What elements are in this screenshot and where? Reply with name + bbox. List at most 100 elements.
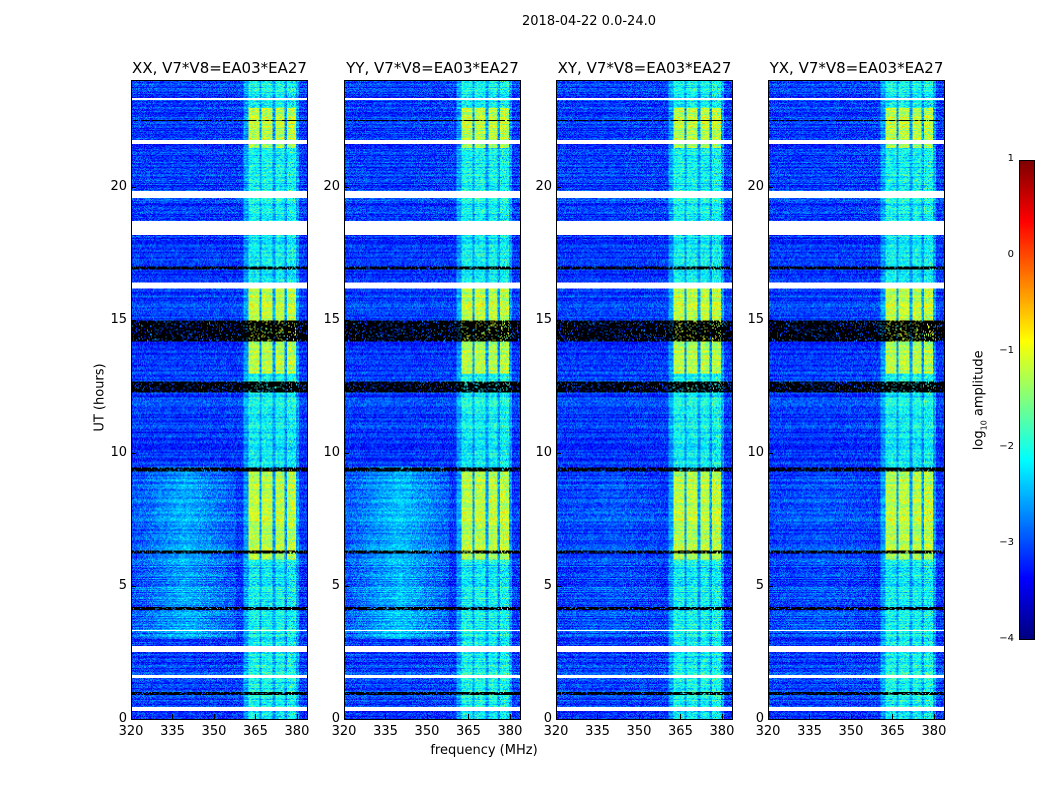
- x-tick-mark: [296, 714, 298, 719]
- y-tick-label: 5: [543, 577, 552, 593]
- y-tick-label: 5: [755, 577, 764, 593]
- y-tick-mark: [131, 585, 136, 587]
- x-tick-label: 380: [497, 724, 523, 739]
- heatmap-panel-1: [344, 80, 521, 720]
- colorbar-tick-label: −3: [999, 537, 1014, 548]
- x-tick-label: 335: [160, 724, 185, 739]
- x-tick-label: 365: [668, 724, 693, 739]
- y-tick-mark: [131, 719, 136, 720]
- x-tick-mark: [213, 714, 215, 719]
- y-tick-mark: [768, 719, 773, 720]
- y-tick-label: 5: [118, 577, 127, 593]
- y-tick-label: 15: [323, 311, 340, 327]
- y-tick-mark: [344, 186, 349, 188]
- y-tick-mark: [344, 319, 349, 321]
- x-tick-label: 380: [921, 724, 947, 739]
- panel-title: YY, V7*V8=EA03*EA27: [346, 59, 519, 77]
- panel-title: XX, V7*V8=EA03*EA27: [132, 59, 307, 77]
- y-tick-mark: [556, 452, 561, 454]
- colorbar-label: log10 amplitude: [971, 350, 989, 451]
- x-tick-mark: [933, 714, 935, 719]
- x-tick-mark: [255, 714, 257, 719]
- y-tick-mark: [768, 319, 773, 321]
- x-tick-mark: [172, 714, 174, 719]
- colorbar-tick-label: 1: [1007, 153, 1014, 164]
- x-tick-label: 365: [243, 724, 268, 739]
- panel-title: YX, V7*V8=EA03*EA27: [769, 59, 944, 77]
- x-tick-mark: [850, 714, 852, 719]
- x-tick-label: 335: [373, 724, 398, 739]
- colorbar-tick-label: 0: [1007, 249, 1014, 260]
- y-tick-mark: [344, 585, 349, 587]
- y-tick-mark: [131, 186, 136, 188]
- heatmap-panel-2: [556, 80, 733, 720]
- x-tick-mark: [426, 714, 428, 719]
- x-tick-mark: [638, 714, 640, 719]
- x-tick-mark: [680, 714, 682, 719]
- x-tick-mark: [768, 714, 769, 719]
- y-tick-mark: [131, 452, 136, 454]
- heatmap-cells: [345, 81, 520, 719]
- heatmap-cells: [132, 81, 307, 719]
- heatmap-cells: [769, 81, 944, 719]
- x-tick-label: 365: [456, 724, 481, 739]
- x-tick-mark: [721, 714, 723, 719]
- x-tick-mark: [468, 714, 470, 719]
- y-tick-mark: [768, 452, 773, 454]
- x-tick-mark: [809, 714, 811, 719]
- x-tick-mark: [131, 714, 132, 719]
- x-tick-label: 335: [797, 724, 822, 739]
- y-tick-label: 0: [755, 711, 764, 726]
- x-tick-mark: [385, 714, 387, 719]
- y-tick-label: 20: [110, 178, 127, 194]
- y-tick-label: 5: [331, 577, 340, 593]
- figure-title: 2018-04-22 0.0-24.0: [522, 14, 656, 29]
- y-tick-label: 0: [118, 711, 127, 726]
- y-tick-label: 15: [110, 311, 127, 327]
- y-tick-label: 20: [323, 178, 340, 194]
- y-tick-mark: [768, 186, 773, 188]
- y-tick-mark: [344, 719, 349, 720]
- x-tick-label: 320: [755, 724, 781, 739]
- y-tick-label: 20: [535, 178, 552, 194]
- y-tick-label: 10: [747, 444, 764, 460]
- colorbar-tick-label: −4: [999, 633, 1014, 644]
- x-tick-mark: [556, 714, 557, 719]
- x-tick-label: 365: [880, 724, 905, 739]
- y-tick-label: 10: [535, 444, 552, 460]
- heatmap-cells: [557, 81, 732, 719]
- heatmap-panel-0: [131, 80, 308, 720]
- y-tick-label: 20: [747, 178, 764, 194]
- y-tick-mark: [556, 319, 561, 321]
- colorbar-tick-label: −2: [999, 441, 1014, 452]
- x-tick-mark: [892, 714, 894, 719]
- x-tick-label: 335: [585, 724, 610, 739]
- x-tick-label: 350: [201, 724, 227, 739]
- y-tick-label: 15: [747, 311, 764, 327]
- x-tick-label: 350: [838, 724, 864, 739]
- y-tick-mark: [344, 452, 349, 454]
- x-tick-mark: [597, 714, 599, 719]
- y-tick-label: 15: [535, 311, 552, 327]
- y-tick-mark: [768, 585, 773, 587]
- x-tick-mark: [344, 714, 345, 719]
- y-tick-label: 0: [331, 711, 340, 726]
- x-tick-label: 350: [414, 724, 440, 739]
- y-tick-label: 10: [323, 444, 340, 460]
- y-tick-mark: [556, 186, 561, 188]
- x-tick-mark: [509, 714, 511, 719]
- colorbar-tick-label: −1: [999, 345, 1014, 356]
- y-tick-mark: [556, 719, 561, 720]
- x-tick-label: 320: [331, 724, 357, 739]
- x-tick-label: 320: [118, 724, 144, 739]
- x-tick-label: 380: [284, 724, 310, 739]
- x-axis-label: frequency (MHz): [430, 743, 538, 758]
- heatmap-panel-3: [768, 80, 945, 720]
- y-axis-label: UT (hours): [92, 363, 108, 432]
- panel-title: XY, V7*V8=EA03*EA27: [557, 59, 732, 77]
- y-tick-label: 10: [110, 444, 127, 460]
- colorbar: [1019, 160, 1035, 640]
- x-tick-label: 350: [626, 724, 652, 739]
- y-tick-label: 0: [543, 711, 552, 726]
